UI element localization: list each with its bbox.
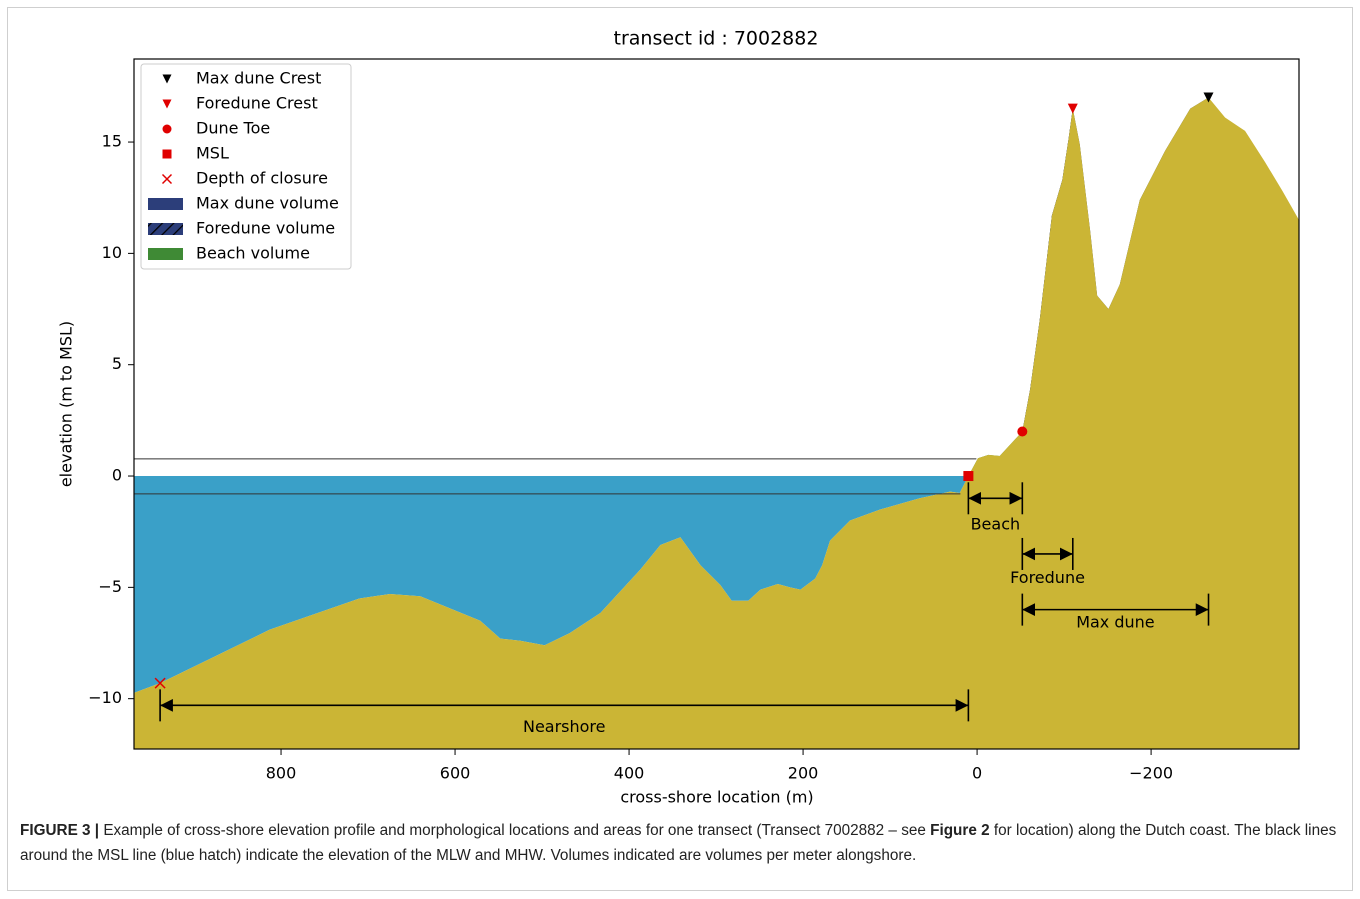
marker [162,149,172,159]
caption-text: Example of cross-shore elevation profile… [99,822,931,839]
legend-label: Depth of closure [196,169,328,188]
marker [963,471,974,482]
y-tick-label: 15 [102,132,122,151]
y-axis-label: elevation (m to MSL) [57,321,76,487]
marker [154,677,166,689]
y-tick-label: −10 [88,688,122,707]
x-tick-label: 600 [440,764,471,783]
legend-label: Foredune volume [196,219,335,238]
marker [161,173,173,185]
legend-label: MSL [196,144,229,163]
annotation-label: Foredune [1010,568,1085,587]
legend-label: Max dune volume [196,194,339,213]
chart-title: transect id : 7002882 [614,28,819,50]
x-axis-label: cross-shore location (m) [620,788,813,807]
legend-label: Beach volume [196,244,310,263]
marker [1203,92,1214,103]
x-tick-label: 800 [266,764,297,783]
legend-label: Max dune Crest [196,69,321,88]
caption-text: for location) along the Dutch coast. The… [20,822,1337,864]
x-tick-label: 400 [614,764,645,783]
legend-label: Foredune Crest [196,94,318,113]
legend-swatch [148,198,183,210]
legend-swatch [148,223,183,235]
annotation-label: Max dune [1076,612,1154,631]
caption: FIGURE 3 | Example of cross-shore elevat… [20,818,1345,868]
x-tick-label: −200 [1129,764,1173,783]
y-tick-label: 0 [112,466,122,485]
y-tick-label: 5 [112,354,122,373]
y-tick-label: 10 [102,243,122,262]
y-tick-label: −5 [98,577,122,596]
legend-swatch [148,248,183,260]
annotation-label: Beach [971,515,1021,534]
x-tick-label: 0 [972,764,982,783]
terrain [134,97,1299,750]
caption-ref: Figure 2 [930,822,990,839]
annotation-label: Nearshore [523,717,606,736]
legend: Max dune Crest Foredune Crest Dune Toe MSL D… [140,63,352,270]
marker [1017,426,1028,437]
marker [162,124,172,134]
x-tick-label: 200 [788,764,819,783]
marker [162,74,172,84]
legend-box [140,63,352,270]
plot-frame [133,58,1300,750]
legend-label: Dune Toe [196,119,270,138]
marker [162,99,172,109]
water [134,476,969,693]
caption-label: FIGURE 3 | [20,822,100,839]
marker [1067,103,1078,114]
plot-area: Beach Foredune Max dune Nearshore 800 600 400 2… [88,58,1300,783]
figure-border [7,7,1353,891]
